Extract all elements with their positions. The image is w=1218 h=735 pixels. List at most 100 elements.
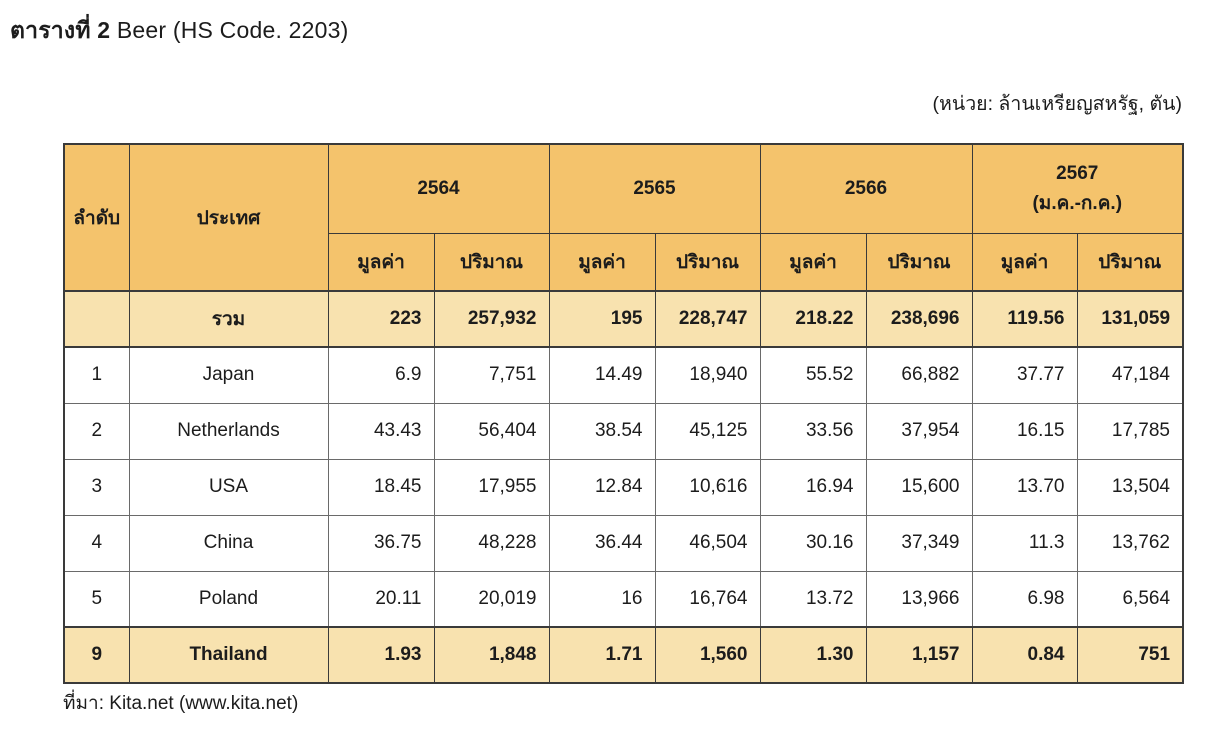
cell-value: 13.72 <box>759 570 867 628</box>
cell-value: 1,848 <box>433 626 550 684</box>
header-year-2567: 2567 (ม.ค.-ก.ค.) <box>971 143 1184 234</box>
cell-value: 15,600 <box>865 458 973 516</box>
table-row-poland: 5 Poland 20.11 20,019 16 16,764 13.72 13… <box>63 570 1184 628</box>
cell-value: 6.98 <box>971 570 1078 628</box>
cell-value: 16.15 <box>971 402 1078 460</box>
header-quantity-2564: ปริมาณ <box>433 232 550 292</box>
cell-country: Thailand <box>128 626 329 684</box>
cell-value: 1.93 <box>327 626 435 684</box>
cell-value: 48,228 <box>433 514 550 572</box>
header-year-2567-period: (ม.ค.-ก.ค.) <box>1032 192 1123 214</box>
cell-rank: 2 <box>63 402 130 460</box>
cell-value: 36.44 <box>548 514 656 572</box>
page-title-thai: ตารางที่ 2 <box>10 17 111 43</box>
header-row-measures: มูลค่า ปริมาณ มูลค่า ปริมาณ มูลค่า ปริมา… <box>64 232 1184 292</box>
table-row-japan: 1 Japan 6.9 7,751 14.49 18,940 55.52 66,… <box>63 346 1184 404</box>
cell-value: 13.70 <box>971 458 1078 516</box>
cell-value: 30.16 <box>759 514 867 572</box>
cell-country: Netherlands <box>128 402 329 460</box>
cell-rank: 9 <box>63 626 130 684</box>
header-year-2564: 2564 <box>327 143 550 234</box>
cell-value: 223 <box>327 290 435 348</box>
cell-value: 37.77 <box>971 346 1078 404</box>
cell-value: 12.84 <box>548 458 656 516</box>
cell-value: 55.52 <box>759 346 867 404</box>
page-title: ตารางที่ 2 Beer (HS Code. 2203) <box>10 13 348 49</box>
cell-value: 33.56 <box>759 402 867 460</box>
cell-value: 18.45 <box>327 458 435 516</box>
cell-value: 119.56 <box>971 290 1078 348</box>
cell-value: 1.30 <box>759 626 867 684</box>
table-row-netherlands: 2 Netherlands 43.43 56,404 38.54 45,125 … <box>63 402 1184 460</box>
cell-value: 7,751 <box>433 346 550 404</box>
cell-value: 1,560 <box>654 626 761 684</box>
cell-total-label: รวม <box>128 290 329 348</box>
cell-value: 66,882 <box>865 346 973 404</box>
header-quantity-2565: ปริมาณ <box>654 232 761 292</box>
cell-value: 10,616 <box>654 458 761 516</box>
cell-value: 238,696 <box>865 290 973 348</box>
cell-country: USA <box>128 458 329 516</box>
unit-note: (หน่วย: ล้านเหรียญสหรัฐ, ตัน) <box>932 93 1182 115</box>
cell-value: 43.43 <box>327 402 435 460</box>
cell-value: 16,764 <box>654 570 761 628</box>
cell-value: 228,747 <box>654 290 761 348</box>
cell-value: 37,954 <box>865 402 973 460</box>
cell-value: 0.84 <box>971 626 1078 684</box>
header-value-2565: มูลค่า <box>548 232 656 292</box>
cell-value: 16.94 <box>759 458 867 516</box>
cell-value: 20.11 <box>327 570 435 628</box>
cell-value: 38.54 <box>548 402 656 460</box>
cell-country: China <box>128 514 329 572</box>
cell-value: 11.3 <box>971 514 1078 572</box>
header-year-2567-label: 2567 <box>1056 163 1099 185</box>
page-title-english: Beer (HS Code. 2203) <box>110 17 349 43</box>
header-quantity-2566: ปริมาณ <box>865 232 973 292</box>
cell-value: 13,504 <box>1076 458 1184 516</box>
table-row-usa: 3 USA 18.45 17,955 12.84 10,616 16.94 15… <box>63 458 1184 516</box>
cell-value: 6.9 <box>327 346 435 404</box>
table-header: ลำดับ ประเทศ 2564 2565 2566 2567 (ม.ค.-ก… <box>63 143 1184 292</box>
cell-value: 1,157 <box>865 626 973 684</box>
cell-value: 36.75 <box>327 514 435 572</box>
cell-value: 751 <box>1076 626 1184 684</box>
table-row-thailand: 9 Thailand 1.93 1,848 1.71 1,560 1.30 1,… <box>63 626 1184 684</box>
cell-rank: 4 <box>63 514 130 572</box>
cell-rank: 3 <box>63 458 130 516</box>
cell-value: 37,349 <box>865 514 973 572</box>
cell-value: 17,955 <box>433 458 550 516</box>
header-country: ประเทศ <box>128 143 329 292</box>
header-value-2567: มูลค่า <box>971 232 1078 292</box>
cell-country: Japan <box>128 346 329 404</box>
header-rank: ลำดับ <box>63 143 130 292</box>
cell-rank: 1 <box>63 346 130 404</box>
header-quantity-2567: ปริมาณ <box>1076 232 1184 292</box>
cell-value: 195 <box>548 290 656 348</box>
cell-value: 13,966 <box>865 570 973 628</box>
cell-country: Poland <box>128 570 329 628</box>
table-row-china: 4 China 36.75 48,228 36.44 46,504 30.16 … <box>63 514 1184 572</box>
cell-rank: 5 <box>63 570 130 628</box>
cell-value: 18,940 <box>654 346 761 404</box>
cell-value: 20,019 <box>433 570 550 628</box>
cell-rank <box>63 290 130 348</box>
cell-value: 17,785 <box>1076 402 1184 460</box>
cell-value: 1.71 <box>548 626 656 684</box>
cell-value: 47,184 <box>1076 346 1184 404</box>
cell-value: 13,762 <box>1076 514 1184 572</box>
header-value-2566: มูลค่า <box>759 232 867 292</box>
cell-value: 45,125 <box>654 402 761 460</box>
header-year-2566: 2566 <box>759 143 973 234</box>
cell-value: 46,504 <box>654 514 761 572</box>
header-year-2565: 2565 <box>548 143 761 234</box>
beer-trade-table: ลำดับ ประเทศ 2564 2565 2566 2567 (ม.ค.-ก… <box>63 143 1185 684</box>
header-row-years: ลำดับ ประเทศ 2564 2565 2566 2567 (ม.ค.-ก… <box>63 143 1184 292</box>
cell-value: 131,059 <box>1076 290 1184 348</box>
header-value-2564: มูลค่า <box>327 232 435 292</box>
cell-value: 6,564 <box>1076 570 1184 628</box>
cell-value: 218.22 <box>759 290 867 348</box>
cell-value: 257,932 <box>433 290 550 348</box>
table-row-total: รวม 223 257,932 195 228,747 218.22 238,6… <box>63 290 1184 348</box>
source-note: ที่มา: Kita.net (www.kita.net) <box>63 693 299 714</box>
